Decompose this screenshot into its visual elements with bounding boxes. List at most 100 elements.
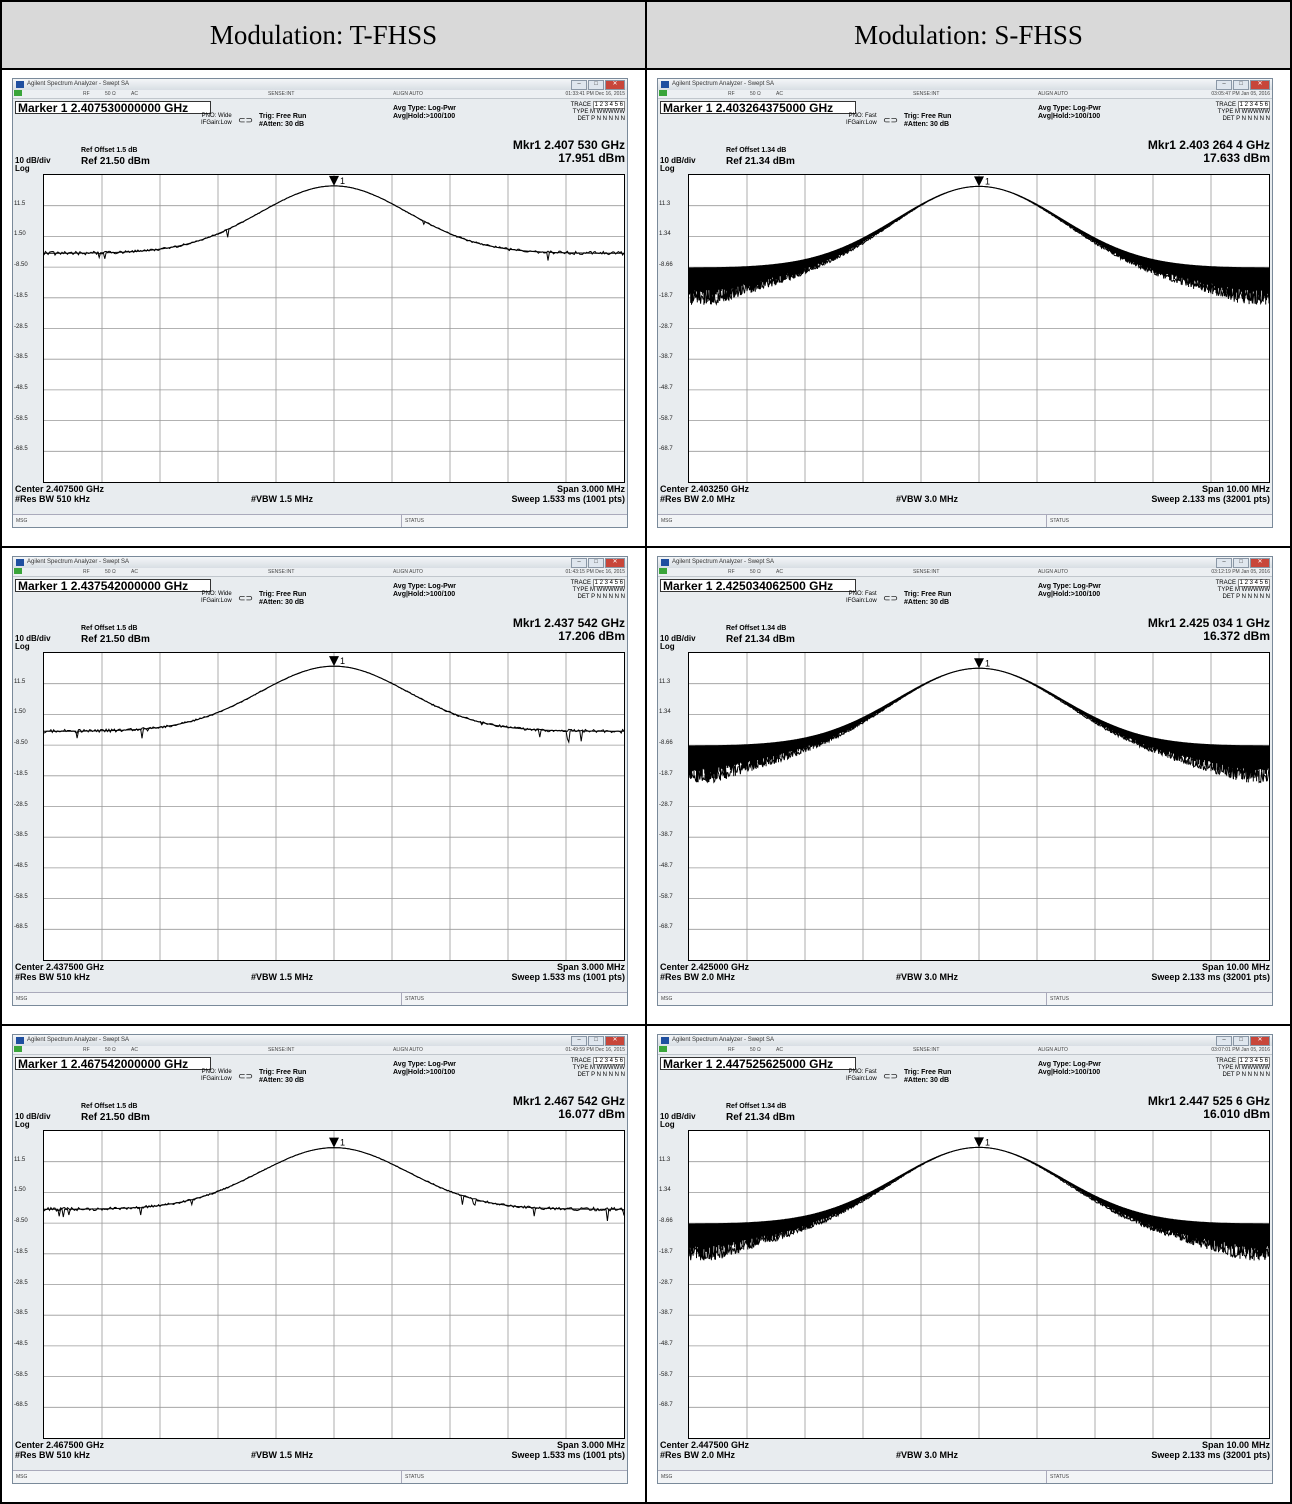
maximize-button[interactable]: □ [588, 558, 604, 568]
msg-label: MSG [16, 996, 28, 1002]
minimize-button[interactable]: – [1216, 1036, 1232, 1046]
spectrum-plot[interactable]: 1 [688, 1130, 1270, 1439]
close-button[interactable]: ✕ [1250, 80, 1270, 90]
frequency-span: Span 10.00 MHz [1201, 962, 1270, 972]
spectrum-graticule: 1 [44, 175, 624, 482]
spectrum-trace-low [44, 185, 624, 261]
frequency-span: Span 3.000 MHz [556, 962, 625, 972]
y-tick-label: -8.66 [659, 262, 673, 269]
sweep-time: Sweep 1.533 ms (1001 pts) [511, 972, 625, 982]
sweep-footer: Center 2.403250 GHz #Res BW 2.0 MHz #VBW… [660, 484, 1270, 514]
marker-frequency-field[interactable]: Marker 1 2.403264375000 GHz [660, 101, 856, 115]
spectrum-analyzer-window: Agilent Spectrum Analyzer - Swept SA – □… [657, 78, 1273, 528]
maximize-button[interactable]: □ [1233, 80, 1249, 90]
y-tick-label: -8.66 [659, 740, 673, 747]
spectrum-trace-low [689, 667, 1269, 784]
measurement-header: Marker 1 2.447525625000 GHz PNO: Fast IFG… [658, 1055, 1272, 1139]
spectrum-plot[interactable]: 1 [43, 174, 625, 483]
close-button[interactable]: ✕ [1250, 558, 1270, 568]
minimize-button[interactable]: – [1216, 558, 1232, 568]
marker-frequency-field[interactable]: Marker 1 2.447525625000 GHz [660, 1057, 856, 1071]
ref-level: Ref 21.34 dBm [726, 156, 795, 167]
timestamp: 01:33:41 PM Dec 16, 2015 [565, 91, 626, 97]
spectrum-graticule: 1 [44, 653, 624, 960]
sweep-footer: Center 2.437500 GHz #Res BW 510 kHz #VBW… [15, 962, 625, 992]
marker-frequency-field[interactable]: Marker 1 2.437542000000 GHz [15, 579, 211, 593]
minimize-button[interactable]: – [571, 80, 587, 90]
y-tick-label: -68.5 [14, 446, 28, 453]
timestamp: 03:05:47 PM Jan 05, 2016 [1211, 91, 1270, 97]
spectrum-plot[interactable]: 1 [43, 1130, 625, 1439]
y-tick-label: -38.5 [14, 832, 28, 839]
marker-icon [974, 1137, 984, 1148]
minimize-button[interactable]: – [571, 1036, 587, 1046]
rf-label: RF [83, 1047, 90, 1053]
y-tick-label: -38.7 [659, 832, 673, 839]
y-tick-label: -58.7 [659, 415, 673, 422]
impedance-label: 50 Ω [105, 1047, 116, 1053]
sense-label: SENSE:INT [913, 91, 940, 97]
marker-icon [329, 175, 339, 186]
pno-setting: PNO: Fast IFGain:Low [846, 1069, 877, 1082]
average-setting: Avg Type: Log-Pwr Avg|Hold:>100/100 [1038, 583, 1101, 598]
marker-frequency-field[interactable]: Marker 1 2.425034062500 GHz [660, 579, 856, 593]
window-titlebar[interactable]: Agilent Spectrum Analyzer - Swept SA – □… [658, 79, 1272, 90]
close-button[interactable]: ✕ [1250, 1036, 1270, 1046]
window-titlebar[interactable]: Agilent Spectrum Analyzer - Swept SA – □… [13, 557, 627, 568]
maximize-button[interactable]: □ [588, 80, 604, 90]
trigger-icon: ⊂⊃ [238, 115, 254, 125]
marker-number: 1 [985, 658, 990, 668]
minimize-button[interactable]: – [1216, 80, 1232, 90]
msg-label: MSG [16, 1474, 28, 1480]
coupling-label: AC [776, 569, 783, 575]
y-tick-label: -48.5 [14, 862, 28, 869]
sweep-time: Sweep 2.133 ms (32001 pts) [1151, 972, 1270, 982]
spectrum-plot[interactable]: 1 [43, 652, 625, 961]
y-tick-label: 1.50 [14, 1187, 26, 1194]
spectrum-plot[interactable]: 1 [688, 174, 1270, 483]
y-tick-label: -68.5 [14, 924, 28, 931]
timestamp: 01:49:59 PM Dec 16, 2015 [565, 1047, 626, 1053]
marker-icon [974, 658, 984, 669]
coupling-label: AC [776, 1047, 783, 1053]
coupling-label: AC [131, 569, 138, 575]
y-tick-label: -48.5 [14, 1340, 28, 1347]
minimize-button[interactable]: – [571, 558, 587, 568]
y-tick-label: 1.34 [659, 1187, 671, 1194]
trace-settings: TRACE 1 2 3 4 5 6 TYPE M WWWWW DET P N N… [1215, 1057, 1270, 1078]
ref-level: Ref 21.34 dBm [726, 1112, 795, 1123]
maximize-button[interactable]: □ [1233, 1036, 1249, 1046]
scale-label: 10 dB/div Log [660, 634, 696, 651]
timestamp: 01:43:15 PM Dec 16, 2015 [565, 569, 626, 575]
window-titlebar[interactable]: Agilent Spectrum Analyzer - Swept SA – □… [658, 557, 1272, 568]
message-bar: MSG STATUS [13, 514, 627, 527]
cell: Agilent Spectrum Analyzer - Swept SA – □… [0, 1024, 647, 1504]
spectrum-analyzer-window: Agilent Spectrum Analyzer - Swept SA – □… [657, 556, 1273, 1006]
frequency-span: Span 10.00 MHz [1201, 1440, 1270, 1450]
instrument-status-row: RF 50 Ω AC SENSE:INT ALIGN AUTO 01:43:15… [13, 568, 627, 577]
y-tick-label: -8.66 [659, 1218, 673, 1225]
y-tick-label: -8.50 [14, 1218, 28, 1225]
close-button[interactable]: ✕ [605, 80, 625, 90]
marker-frequency-field[interactable]: Marker 1 2.467542000000 GHz [15, 1057, 211, 1071]
status-label: STATUS [401, 993, 424, 1005]
window-titlebar[interactable]: Agilent Spectrum Analyzer - Swept SA – □… [13, 1035, 627, 1046]
window-titlebar[interactable]: Agilent Spectrum Analyzer - Swept SA – □… [13, 79, 627, 90]
marker-frequency-field[interactable]: Marker 1 2.407530000000 GHz [15, 101, 211, 115]
lxi-icon [659, 90, 667, 96]
ref-offset: Ref Offset 1.5 dB [81, 1103, 138, 1110]
window-titlebar[interactable]: Agilent Spectrum Analyzer - Swept SA – □… [658, 1035, 1272, 1046]
center-frequency: Center 2.467500 GHz [15, 1440, 105, 1450]
trace-settings: TRACE 1 2 3 4 5 6 TYPE M WWWWW DET P N N… [1215, 579, 1270, 600]
spectrum-trace-low [689, 185, 1269, 306]
maximize-button[interactable]: □ [1233, 558, 1249, 568]
lxi-icon [659, 568, 667, 574]
close-button[interactable]: ✕ [605, 1036, 625, 1046]
y-tick-label: -68.7 [659, 924, 673, 931]
close-button[interactable]: ✕ [605, 558, 625, 568]
y-tick-label: 1.50 [14, 231, 26, 238]
spectrum-plot[interactable]: 1 [688, 652, 1270, 961]
y-tick-label: -28.5 [14, 323, 28, 330]
y-tick-label: -18.5 [14, 770, 28, 777]
maximize-button[interactable]: □ [588, 1036, 604, 1046]
